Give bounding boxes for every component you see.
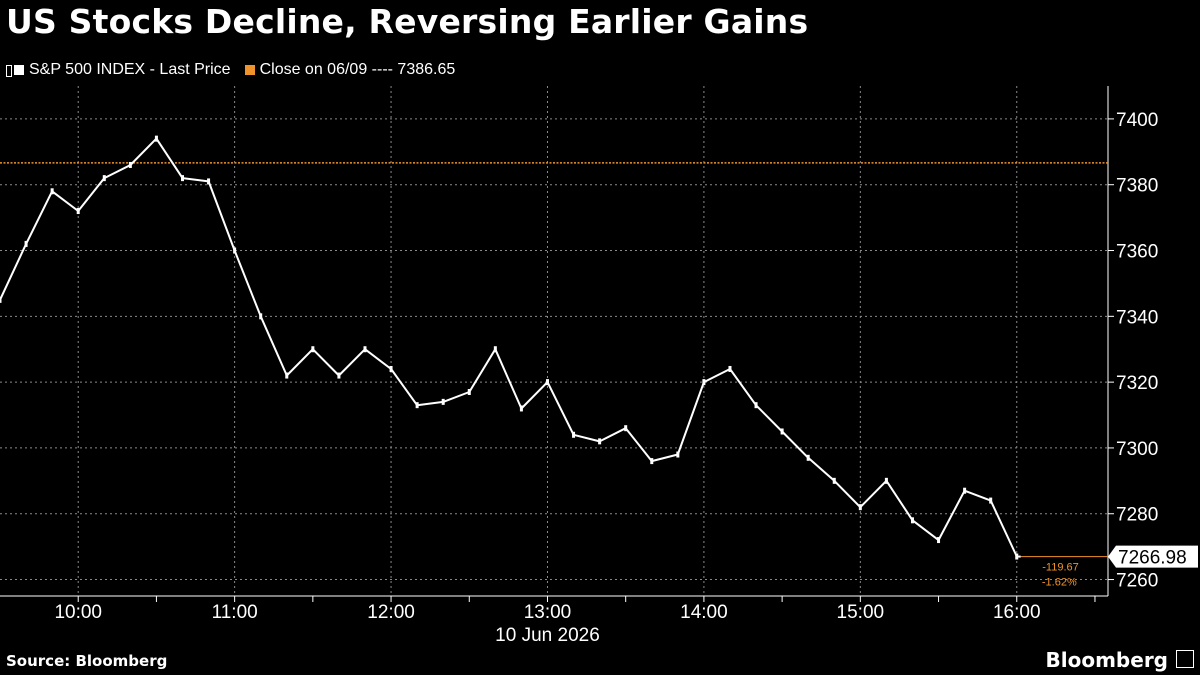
legend-label-reference: Close on 06/09 ---- 7386.65 — [259, 61, 456, 78]
x-tick-label: 16:00 — [993, 602, 1041, 623]
price-point — [598, 438, 602, 445]
price-point — [233, 247, 237, 254]
price-point — [780, 428, 784, 435]
price-point — [363, 346, 367, 353]
legend-swatch-series — [14, 65, 24, 75]
price-point — [832, 477, 836, 484]
y-tick-label: 7360 — [1116, 242, 1158, 263]
price-point — [572, 431, 576, 438]
price-point — [624, 425, 628, 432]
change-pct-label: -1.62% — [1042, 577, 1077, 589]
price-point — [545, 379, 549, 386]
brand-logo: Bloomberg — [1045, 648, 1168, 672]
price-point — [806, 454, 810, 461]
price-point — [0, 296, 2, 303]
price-point — [519, 405, 523, 412]
x-tick-label: 12:00 — [367, 602, 415, 623]
price-point — [441, 398, 445, 405]
y-tick-label: 7300 — [1116, 439, 1158, 460]
price-point — [754, 402, 758, 409]
legend-swatch-reference — [244, 65, 255, 75]
price-point — [467, 389, 471, 395]
source-note: Source: Bloomberg — [6, 652, 168, 670]
price-line — [0, 137, 1018, 557]
price-point — [702, 379, 706, 386]
price-point — [858, 504, 862, 511]
price-point — [884, 477, 888, 484]
legend-item-reference: Close on 06/09 ---- 7386.65 — [244, 61, 456, 79]
last-price-label: 7266.98 — [1118, 548, 1187, 569]
y-tick-label: 7400 — [1116, 110, 1158, 131]
price-point — [728, 365, 732, 372]
y-tick-label: 7260 — [1116, 571, 1158, 592]
price-point — [389, 365, 393, 372]
price-point — [493, 346, 497, 353]
chart-title: US Stocks Decline, Reversing Earlier Gai… — [6, 2, 809, 41]
legend-label-series: S&P 500 INDEX - Last Price — [29, 61, 231, 78]
price-point — [1015, 553, 1019, 560]
x-tick-label: 11:00 — [212, 602, 258, 623]
price-point — [207, 178, 211, 185]
price-point — [337, 372, 341, 379]
price-point — [937, 537, 941, 544]
price-point — [154, 135, 158, 142]
y-tick-label: 7380 — [1116, 176, 1158, 197]
last-price-box — [1108, 545, 1198, 568]
price-point — [259, 313, 263, 320]
price-point — [311, 346, 315, 353]
price-point — [415, 402, 419, 409]
x-tick-label: 13:00 — [524, 602, 572, 623]
y-tick-label: 7320 — [1116, 373, 1158, 394]
price-point — [24, 240, 28, 247]
price-point — [128, 161, 132, 168]
candlestick-icon — [6, 65, 12, 77]
x-date-label: 10 Jun 2026 — [495, 625, 600, 646]
x-tick-label: 15:00 — [837, 602, 885, 623]
y-tick-label: 7280 — [1116, 505, 1158, 526]
chart-legend: S&P 500 INDEX - Last Price Close on 06/0… — [6, 61, 469, 79]
price-point — [76, 208, 80, 215]
bloomberg-terminal-icon — [1176, 650, 1194, 668]
price-point — [650, 458, 654, 465]
price-point — [50, 188, 54, 195]
price-point — [963, 487, 967, 494]
y-tick-label: 7340 — [1116, 307, 1158, 328]
price-point — [180, 175, 184, 182]
legend-item-series: S&P 500 INDEX - Last Price — [6, 61, 231, 79]
x-tick-label: 14:00 — [680, 602, 728, 623]
price-point — [102, 175, 106, 182]
price-point — [676, 451, 680, 458]
price-point — [989, 497, 993, 504]
price-point — [285, 372, 289, 379]
change-abs-label: -119.67 — [1042, 562, 1079, 574]
price-point — [910, 517, 914, 524]
x-tick-label: 10:00 — [54, 602, 102, 623]
